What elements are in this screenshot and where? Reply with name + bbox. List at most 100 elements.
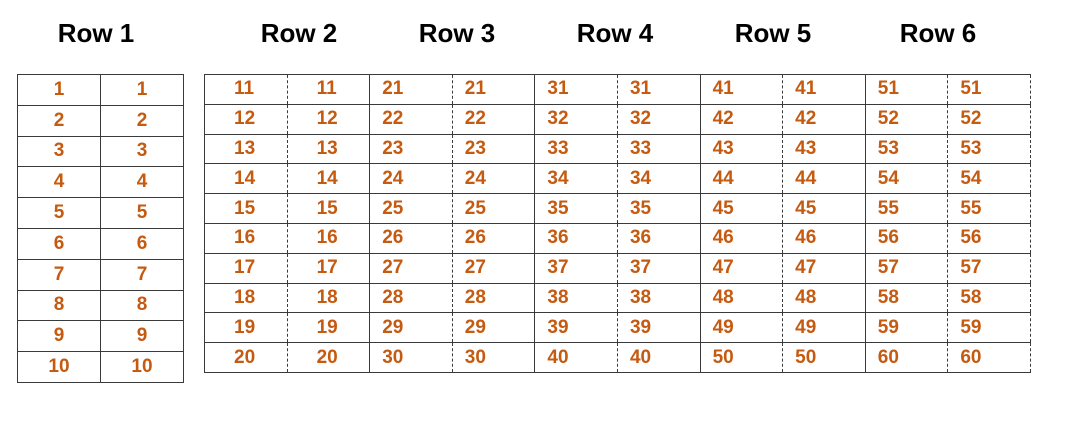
- table-cell: 24: [369, 163, 453, 195]
- table-cell: 2: [17, 105, 101, 137]
- table-cell: 47: [700, 253, 784, 284]
- header-row-2: Row 2: [260, 18, 338, 48]
- table-cell: 21: [369, 74, 453, 105]
- table-row: 16 16 26 26 36 36 46 46 56 56: [204, 223, 1031, 254]
- table-cell: 54: [947, 163, 1031, 195]
- table-cell: 32: [617, 104, 701, 135]
- table-cell: 43: [700, 134, 784, 165]
- table-cell: 36: [617, 223, 701, 254]
- table-row: 15 15 25 25 35 35 45 45 55 55: [204, 193, 1031, 224]
- table-cell: 36: [534, 223, 618, 254]
- table-cell: 44: [700, 163, 784, 195]
- table-cell: 12: [204, 104, 288, 135]
- table-cell: 7: [17, 259, 101, 291]
- table-cell: 5: [100, 197, 184, 229]
- table-cell: 40: [617, 342, 701, 373]
- table-cell: 59: [865, 312, 949, 344]
- rows-2-6-table: 11 11 21 21 31 31 41 41 51 51 12 12 22 22 32 32 42 42 52 52…: [204, 74, 1031, 373]
- table-cell: 13: [204, 134, 288, 165]
- header-row-4: Row 4: [576, 18, 654, 48]
- table-cell: 56: [947, 223, 1031, 254]
- table-row: 10 10: [17, 351, 184, 383]
- table-cell: 10: [17, 351, 101, 383]
- table-cell: 12: [287, 104, 371, 135]
- table-cell: 8: [100, 290, 184, 322]
- table-cell: 31: [617, 74, 701, 105]
- table-cell: 15: [204, 193, 288, 224]
- header-row-3: Row 3: [418, 18, 496, 48]
- table-cell: 41: [782, 74, 866, 105]
- table-cell: 28: [452, 283, 536, 314]
- table-cell: 33: [534, 134, 618, 165]
- table-cell: 55: [865, 193, 949, 224]
- table-cell: 2: [100, 105, 184, 137]
- table-cell: 41: [700, 74, 784, 105]
- table-cell: 42: [782, 104, 866, 135]
- table-cell: 27: [369, 253, 453, 284]
- table-cell: 34: [534, 163, 618, 195]
- table-cell: 46: [700, 223, 784, 254]
- table-cell: 27: [452, 253, 536, 284]
- table-cell: 48: [782, 283, 866, 314]
- table-row: 12 12 22 22 32 32 42 42 52 52: [204, 104, 1031, 135]
- table-cell: 11: [204, 74, 288, 105]
- table-cell: 4: [100, 166, 184, 199]
- table-cell: 32: [534, 104, 618, 135]
- table-row: 13 13 23 23 33 33 43 43 53 53: [204, 134, 1031, 165]
- table-cell: 30: [369, 342, 453, 373]
- table-cell: 5: [17, 197, 101, 229]
- table-cell: 24: [452, 163, 536, 195]
- table-cell: 51: [947, 74, 1031, 105]
- table-cell: 31: [534, 74, 618, 105]
- table-cell: 19: [204, 312, 288, 344]
- table-cell: 3: [17, 136, 101, 168]
- table-cell: 10: [100, 351, 184, 383]
- table-cell: 49: [700, 312, 784, 344]
- table-cell: 38: [534, 283, 618, 314]
- table-cell: 35: [617, 193, 701, 224]
- table-cell: 23: [452, 134, 536, 165]
- table-cell: 20: [287, 342, 371, 373]
- table-cell: 23: [369, 134, 453, 165]
- table-cell: 53: [947, 134, 1031, 165]
- table-cell: 45: [782, 193, 866, 224]
- table-cell: 29: [452, 312, 536, 344]
- table-cell: 39: [617, 312, 701, 344]
- table-cell: 54: [865, 163, 949, 195]
- table-cell: 21: [452, 74, 536, 105]
- header-row-6: Row 6: [899, 18, 977, 48]
- table-cell: 50: [700, 342, 784, 373]
- table-cell: 37: [534, 253, 618, 284]
- table-cell: 17: [204, 253, 288, 284]
- table-cell: 9: [100, 320, 184, 353]
- table-cell: 15: [287, 193, 371, 224]
- table-cell: 47: [782, 253, 866, 284]
- table-cell: 37: [617, 253, 701, 284]
- table-cell: 34: [617, 163, 701, 195]
- table-cell: 58: [865, 283, 949, 314]
- table-cell: 1: [17, 74, 101, 106]
- table-cell: 26: [452, 223, 536, 254]
- table-cell: 60: [947, 342, 1031, 373]
- table-cell: 4: [17, 166, 101, 199]
- table-cell: 11: [287, 74, 371, 105]
- table-cell: 14: [287, 163, 371, 195]
- table-cell: 20: [204, 342, 288, 373]
- table-cell: 40: [534, 342, 618, 373]
- table-cell: 33: [617, 134, 701, 165]
- table-cell: 1: [100, 74, 184, 106]
- table-cell: 50: [782, 342, 866, 373]
- table-cell: 7: [100, 259, 184, 291]
- header-row-1: Row 1: [57, 18, 135, 48]
- table-cell: 18: [204, 283, 288, 314]
- table-cell: 13: [287, 134, 371, 165]
- table-cell: 19: [287, 312, 371, 344]
- table-cell: 49: [782, 312, 866, 344]
- table-cell: 3: [100, 136, 184, 168]
